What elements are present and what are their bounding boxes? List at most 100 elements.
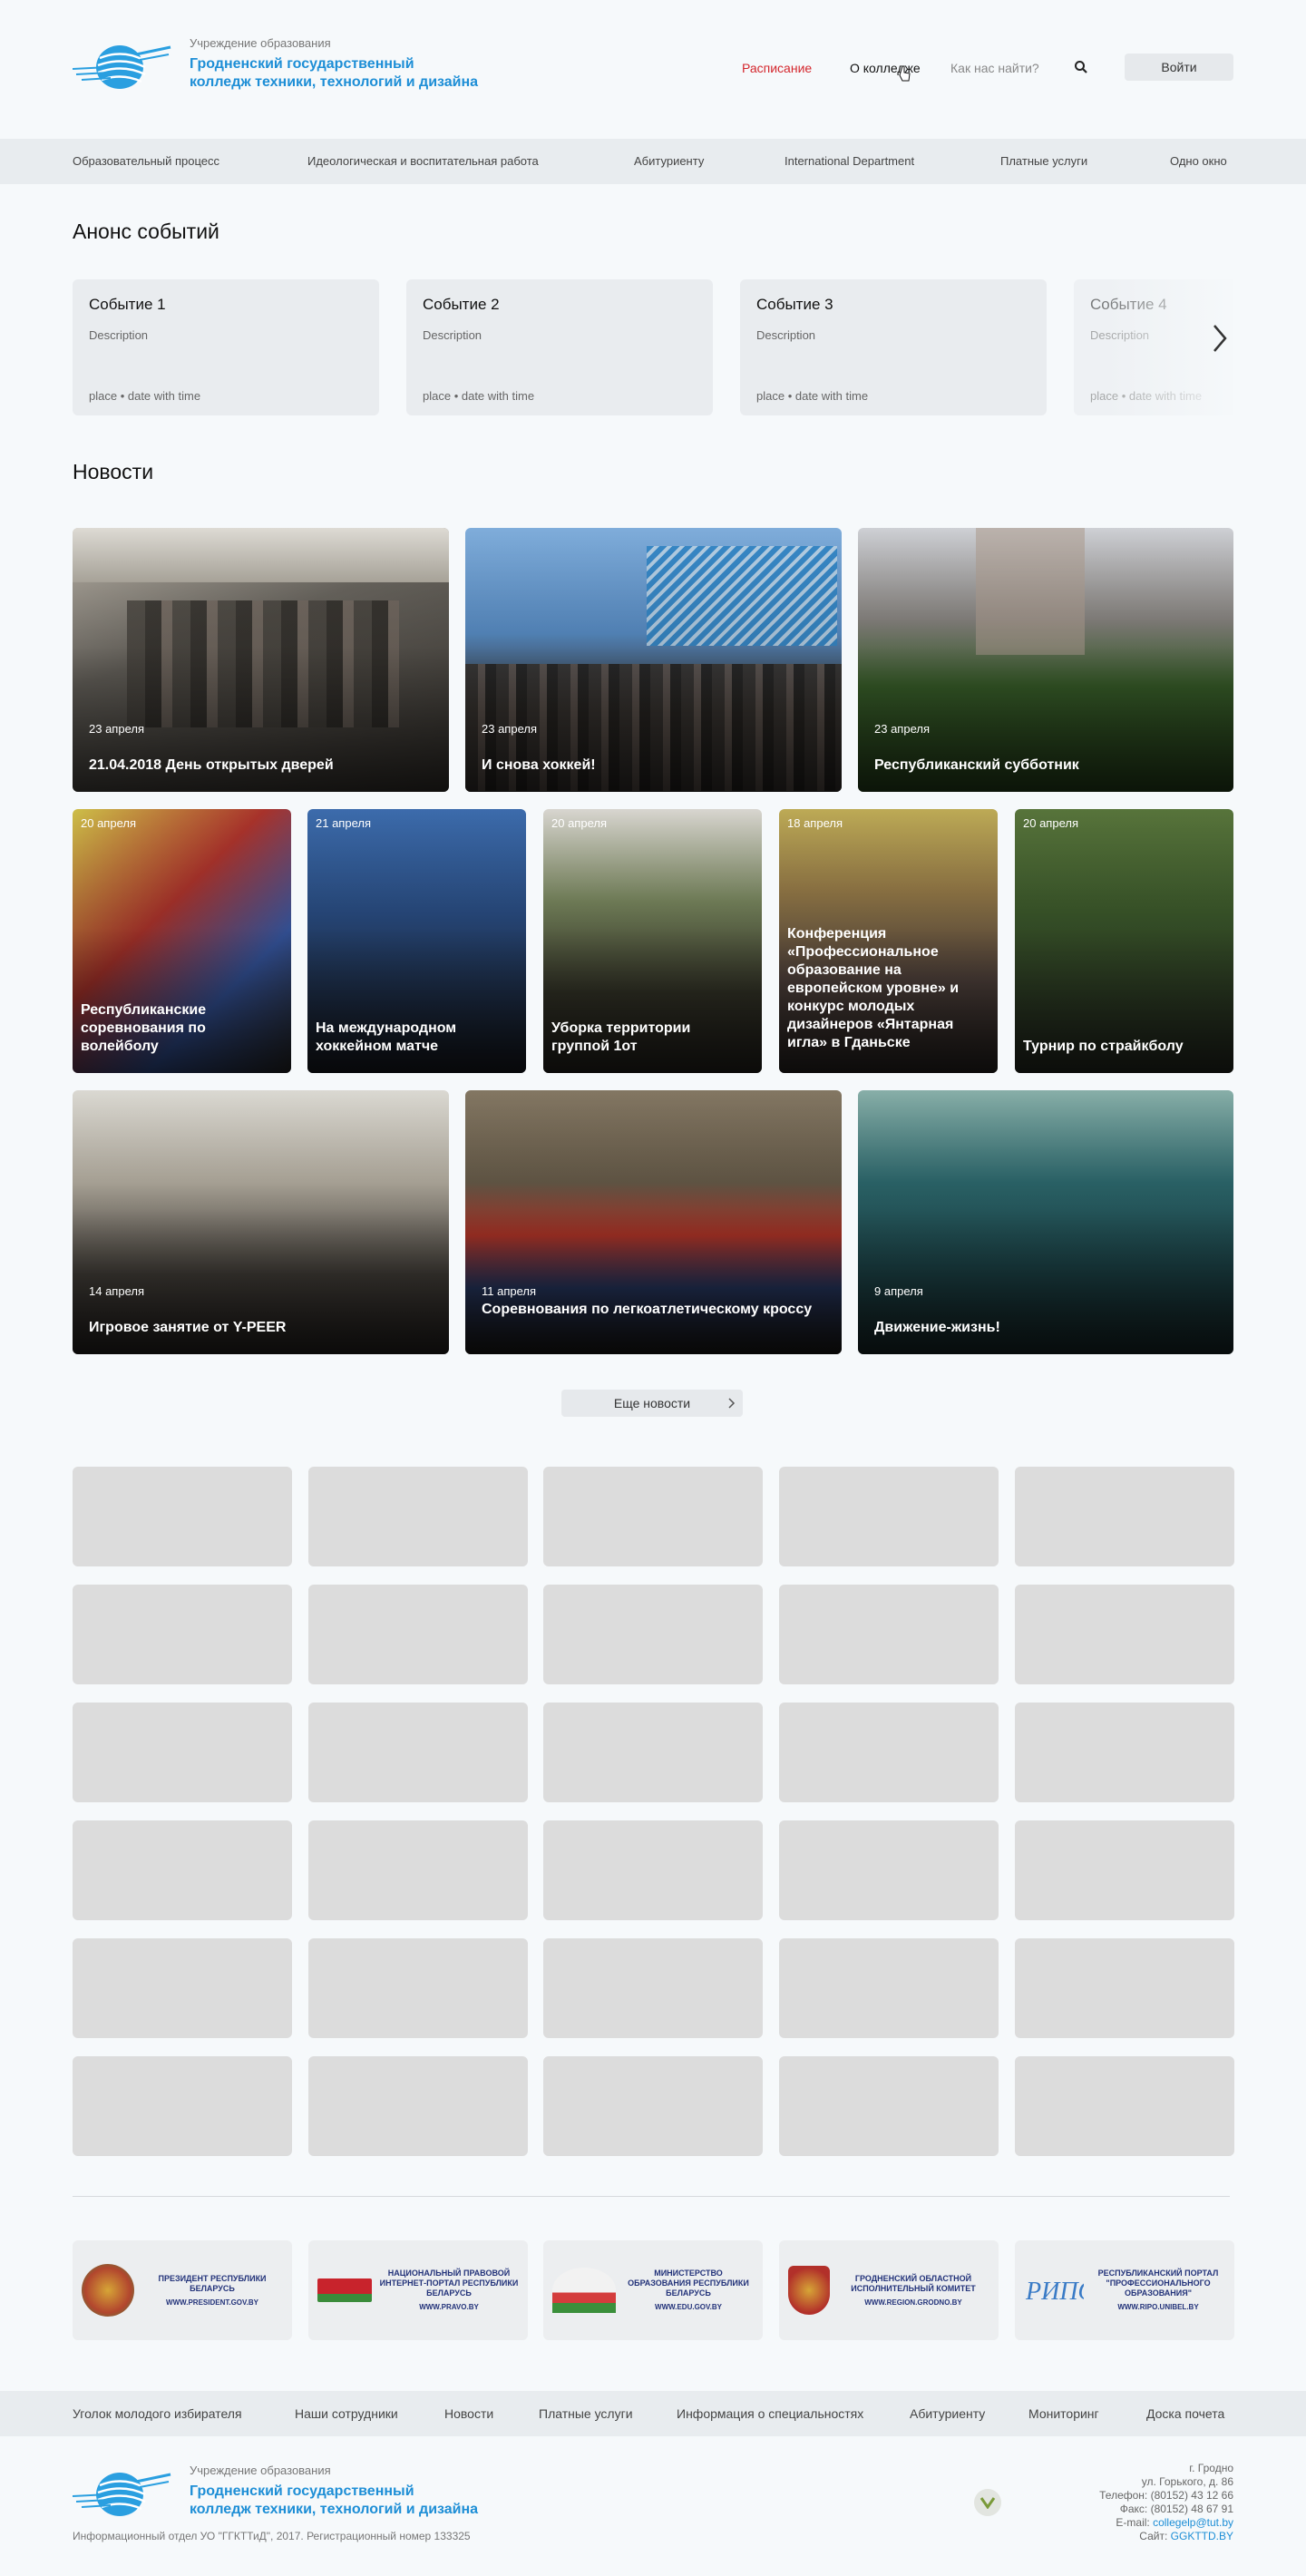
placeholder-tile[interactable] — [73, 1820, 292, 1920]
nav-item-international[interactable]: International Department — [785, 154, 915, 168]
footer-link-applicants[interactable]: Абитуриенту — [910, 2406, 986, 2421]
placeholder-tile[interactable] — [1015, 2056, 1234, 2156]
news-card[interactable]: 14 апреля Игровое занятие от Y-PEER — [73, 1090, 449, 1354]
news-shade — [73, 1090, 449, 1354]
footer-link-staff[interactable]: Наши сотрудники — [295, 2406, 398, 2421]
placeholder-tile[interactable] — [308, 1938, 528, 2038]
chevron-right-icon — [728, 1397, 736, 1411]
events-fade — [1106, 279, 1233, 417]
placeholder-tile[interactable] — [73, 1585, 292, 1684]
placeholder-tile[interactable] — [308, 1703, 528, 1802]
banner-region[interactable]: ГРОДНЕНСКИЙ ОБЛАСТНОЙ ИСПОЛНИТЕЛЬНЫЙ КОМ… — [779, 2240, 999, 2340]
placeholder-tile[interactable] — [779, 1938, 999, 2038]
developer-badge-icon[interactable] — [974, 2489, 1001, 2516]
placeholder-tile[interactable] — [1015, 1938, 1234, 2038]
placeholder-tile[interactable] — [73, 1938, 292, 2038]
news-card[interactable]: 20 апреля Уборка территории группой 1от — [543, 809, 762, 1073]
news-card[interactable]: 11 апреля Соревнования по легкоатлетичес… — [465, 1090, 842, 1354]
news-date: 20 апреля — [1023, 816, 1078, 830]
footer-link-news[interactable]: Новости — [444, 2406, 494, 2421]
placeholder-tile[interactable] — [779, 1703, 999, 1802]
footer-link-paid-services[interactable]: Платные услуги — [539, 2406, 633, 2421]
placeholder-tile[interactable] — [543, 1820, 763, 1920]
news-card[interactable]: 23 апреля И снова хоккей! — [465, 528, 842, 792]
banner-ripo[interactable]: РИПО РЕСПУБЛИКАНСКИЙ ПОРТАЛ "ПРОФЕССИОНА… — [1015, 2240, 1234, 2340]
banner-text: ПРЕЗИДЕНТ РЕСПУБЛИКИ БЕЛАРУСЬ — [158, 2273, 267, 2293]
news-shade — [858, 1090, 1233, 1354]
event-card[interactable]: Событие 2 Description place • date with … — [406, 279, 713, 415]
contact-email-link[interactable]: collegelp@tut.by — [1153, 2516, 1233, 2529]
placeholder-tile[interactable] — [543, 1703, 763, 1802]
news-card[interactable]: 9 апреля Движение-жизнь! — [858, 1090, 1233, 1354]
footer-link-honor-board[interactable]: Доска почета — [1146, 2406, 1225, 2421]
chevron-right-icon[interactable] — [1212, 323, 1228, 358]
news-title: И снова хоккей! — [482, 757, 596, 773]
flag-icon — [317, 2278, 372, 2302]
news-card[interactable]: 20 апреля Турнир по страйкболу — [1015, 809, 1233, 1073]
banner-president[interactable]: ПРЕЗИДЕНТ РЕСПУБЛИКИ БЕЛАРУСЬ WWW.PRESID… — [73, 2240, 292, 2340]
placeholder-tile[interactable] — [543, 1467, 763, 1566]
placeholder-tile[interactable] — [779, 1467, 999, 1566]
placeholder-tile[interactable] — [73, 1703, 292, 1802]
placeholder-tile[interactable] — [543, 1938, 763, 2038]
more-news-button[interactable]: Еще новости — [561, 1390, 743, 1417]
news-shade — [465, 1090, 842, 1354]
news-title: Республиканский субботник — [874, 757, 1079, 773]
mouse-cursor-icon — [898, 65, 912, 86]
placeholder-tile[interactable] — [543, 1585, 763, 1684]
contact-fax: Факс: (80152) 48 67 91 — [1119, 2503, 1233, 2515]
event-card[interactable]: Событие 1 Description place • date with … — [73, 279, 379, 415]
contact-site-link[interactable]: GGKTTD.BY — [1170, 2530, 1233, 2542]
placeholder-tile[interactable] — [308, 1820, 528, 1920]
news-card[interactable]: 20 апреля Республиканские соревнования п… — [73, 809, 291, 1073]
placeholder-tile[interactable] — [73, 2056, 292, 2156]
how-to-find-link[interactable]: Как нас найти? — [950, 61, 1039, 75]
banner-edu[interactable]: МИНИСТЕРСТВО ОБРАЗОВАНИЯ РЕСПУБЛИКИ БЕЛА… — [543, 2240, 763, 2340]
placeholder-tile[interactable] — [779, 2056, 999, 2156]
footer-institution-type: Учреждение образования — [190, 2464, 331, 2477]
event-card[interactable]: Событие 3 Description place • date with … — [740, 279, 1047, 415]
nav-item-educational-process[interactable]: Образовательный процесс — [73, 154, 220, 168]
placeholder-tile[interactable] — [779, 1820, 999, 1920]
nav-item-ideological-work[interactable]: Идеологическая и воспитательная работа — [307, 154, 539, 168]
footer-nav: Уголок молодого избирателя Наши сотрудни… — [0, 2391, 1306, 2436]
footer-link-monitoring[interactable]: Мониторинг — [1028, 2406, 1099, 2421]
footer-link-specialties[interactable]: Информация о специальностях — [677, 2406, 864, 2421]
placeholder-tile[interactable] — [308, 1467, 528, 1566]
footer-link-voter-corner[interactable]: Уголок молодого избирателя — [73, 2406, 242, 2421]
placeholder-tile[interactable] — [1015, 1703, 1234, 1802]
placeholder-tile[interactable] — [1015, 1820, 1234, 1920]
events-title: Анонс событий — [73, 220, 219, 243]
news-card[interactable]: 21 апреля На международном хоккейном мат… — [307, 809, 526, 1073]
news-shade — [858, 528, 1233, 792]
placeholder-tile[interactable] — [1015, 1585, 1234, 1684]
footer-college-name[interactable]: Гродненский государственный колледж техн… — [190, 2483, 478, 2519]
event-title: Событие 2 — [423, 296, 500, 313]
banner-url: WWW.REGION.GRODNO.BY — [864, 2298, 962, 2307]
placeholder-tile[interactable] — [73, 1467, 292, 1566]
login-button[interactable]: Войти — [1125, 54, 1233, 81]
search-icon[interactable] — [1074, 60, 1088, 79]
schedule-link[interactable]: Расписание — [742, 61, 813, 75]
placeholder-tile[interactable] — [308, 1585, 528, 1684]
college-name[interactable]: Гродненский государственный колледж техн… — [190, 55, 478, 92]
college-logo[interactable] — [72, 40, 172, 94]
nav-item-paid-services[interactable]: Платные услуги — [1000, 154, 1088, 168]
nav-item-applicants[interactable]: Абитуриенту — [634, 154, 705, 168]
banner-pravo[interactable]: НАЦИОНАЛЬНЫЙ ПРАВОВОЙ ИНТЕРНЕТ-ПОРТАЛ РЕ… — [308, 2240, 528, 2340]
event-description: Description — [756, 328, 816, 342]
news-card[interactable]: 23 апреля 21.04.2018 День открытых двере… — [73, 528, 449, 792]
banner-text: НАЦИОНАЛЬНЫЙ ПРАВОВОЙ ИНТЕРНЕТ-ПОРТАЛ РЕ… — [379, 2269, 519, 2298]
coat-of-arms-icon — [82, 2264, 134, 2317]
news-card[interactable]: 18 апреля Конференция «Профессиональное … — [779, 809, 998, 1073]
placeholder-tile[interactable] — [1015, 1467, 1234, 1566]
placeholder-tile[interactable] — [779, 1585, 999, 1684]
placeholder-tile[interactable] — [543, 2056, 763, 2156]
news-card[interactable]: 23 апреля Республиканский субботник — [858, 528, 1233, 792]
ripo-logo-icon: РИПО — [1024, 2270, 1096, 2310]
footer-college-logo[interactable] — [72, 2467, 172, 2522]
footer-copyright: Информационный отдел УО "ГГКТТиД", 2017.… — [73, 2530, 471, 2542]
nav-item-one-window[interactable]: Одно окно — [1170, 154, 1227, 168]
news-shade — [73, 528, 449, 792]
placeholder-tile[interactable] — [308, 2056, 528, 2156]
